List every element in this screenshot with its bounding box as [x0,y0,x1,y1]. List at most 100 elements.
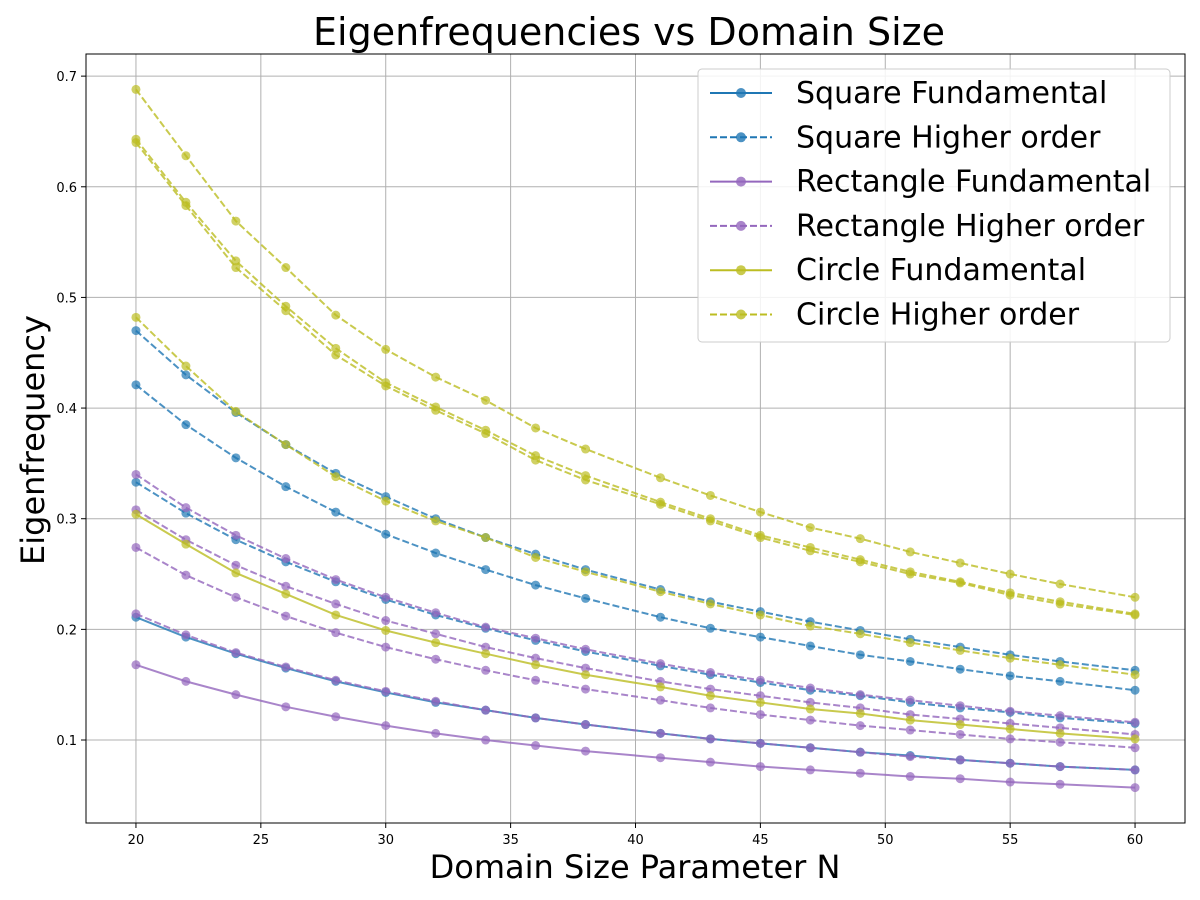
circle-fundamental-point [531,660,541,670]
circle-higher-point [231,256,241,266]
rectangle-higher-point [531,675,541,685]
rectangle-higher-point [855,721,865,731]
rectangle-higher-line [135,612,1136,771]
rectangle-higher-point [181,630,191,640]
rectangle-higher-point [1130,717,1140,727]
circle-higher-point [755,507,765,517]
square-higher-point [755,632,765,642]
circle-higher-line [135,316,1136,676]
x-tick-label: 25 [253,833,270,848]
circle-higher-point [531,451,541,461]
x-tick-label: 35 [502,833,519,848]
x-tick-label: 40 [627,833,644,848]
circle-higher-point [905,547,915,557]
rectangle-fundamental-point [955,774,965,784]
rectangle-fundamental-series [131,660,1140,793]
circle-higher-point [431,402,441,412]
rectangle-higher-point [381,616,391,626]
circle-fundamental-point [905,715,915,725]
x-tick-label: 20 [128,833,145,848]
square-higher-line [135,329,1136,672]
circle-fundamental-point [481,649,491,659]
square-higher-point [905,656,915,666]
circle-higher-point [481,425,491,435]
circle-higher-series [131,312,1140,680]
legend-marker-swatch [736,309,746,320]
legend-marker-swatch [736,88,746,98]
circle-fundamental-line [135,513,1136,740]
circle-fundamental-point [231,568,241,578]
square-higher-point [855,650,865,660]
circle-higher-point [1130,609,1140,619]
x-axis-label: Domain Size Parameter N [430,848,841,886]
rectangle-higher-point [705,668,715,678]
circle-higher-point [131,84,141,94]
legend-marker-swatch [736,176,746,187]
rectangle-higher-point [431,654,441,664]
circle-higher-point [655,473,665,483]
legend-entry-label: Circle Fundamental [796,253,1086,288]
rectangle-higher-point [331,599,341,609]
circle-higher-point [905,638,915,648]
circle-fundamental-point [131,509,141,519]
square-higher-point [331,507,341,517]
circle-fundamental-point [1005,724,1015,734]
circle-higher-point [281,301,291,311]
legend-entry-label: Rectangle Higher order [796,209,1145,244]
rectangle-fundamental-point [855,768,865,778]
rectangle-higher-series [131,542,1140,753]
rectangle-higher-point [381,686,391,696]
circle-higher-point [281,440,291,450]
rectangle-higher-point [431,608,441,618]
circle-higher-point [531,423,541,433]
rectangle-higher-point [1005,758,1015,768]
square-higher-point [181,370,191,380]
rectangle-fundamental-point [431,728,441,738]
circle-higher-point [131,312,141,322]
rectangle-higher-point [381,592,391,602]
rectangle-higher-point [705,703,715,713]
x-tick-label: 30 [377,833,394,848]
chart-title: Eigenfrequencies vs Domain Size [313,10,945,54]
rectangle-higher-point [755,738,765,748]
circle-higher-point [1005,588,1015,598]
circle-higher-point [855,534,865,544]
square-higher-point [431,548,441,558]
circle-higher-point [955,577,965,587]
square-higher-point [581,593,591,603]
rectangle-higher-point [1055,737,1065,747]
rectangle-fundamental-point [755,762,765,772]
rectangle-higher-point [905,695,915,705]
rectangle-higher-line [135,546,1136,749]
square-higher-line [135,384,1136,692]
circle-higher-point [1055,660,1065,670]
rectangle-fundamental-point [131,660,141,670]
rectangle-higher-point [1005,706,1015,716]
rectangle-fundamental-point [805,765,815,775]
square-higher-point [531,580,541,590]
circle-higher-point [181,361,191,371]
square-higher-point [805,641,815,651]
circle-higher-point [955,645,965,655]
rectangle-higher-point [1055,711,1065,721]
rectangle-higher-point [131,469,141,479]
rectangle-higher-point [281,581,291,591]
rectangle-fundamental-point [381,721,391,731]
rectangle-higher-series [131,609,1140,775]
rectangle-higher-point [955,701,965,711]
square-higher-point [131,477,141,487]
rectangle-higher-point [905,725,915,735]
rectangle-higher-line [135,473,1136,724]
legend-marker-swatch [736,220,746,231]
circle-higher-point [131,134,141,144]
circle-higher-line [135,141,1136,616]
rectangle-higher-point [431,696,441,706]
rectangle-fundamental-point [181,676,191,686]
rectangle-higher-point [181,570,191,580]
y-tick-label: 0.1 [56,734,77,749]
x-tick-label: 45 [752,833,769,848]
rectangle-higher-point [231,560,241,570]
axis-ticks: 20 25 30 35 40 45 50 55 60 0.1 0.2 0.3 0.4 0.5 0.6 0.7 [56,70,1143,848]
rectangle-fundamental-point [281,702,291,712]
circle-higher-point [581,444,591,454]
